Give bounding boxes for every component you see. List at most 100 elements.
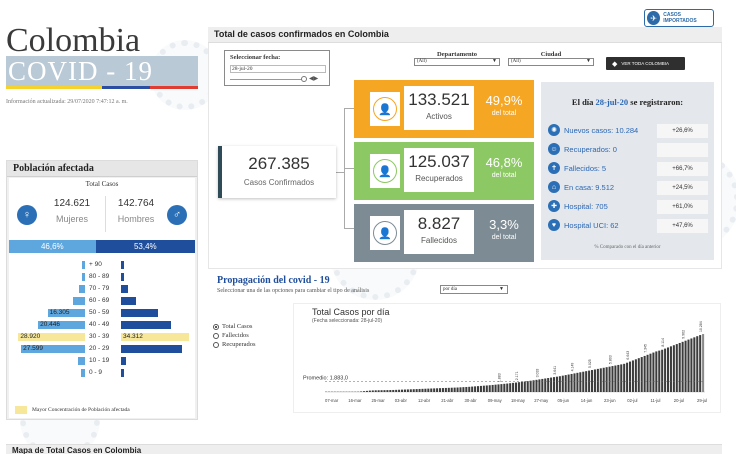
chart-bar[interactable] bbox=[570, 373, 573, 392]
chart-bar[interactable] bbox=[456, 387, 459, 392]
chart-bar[interactable] bbox=[629, 361, 632, 392]
chart-bar[interactable] bbox=[637, 358, 640, 392]
chart-bar[interactable] bbox=[602, 367, 605, 392]
chart-bar[interactable] bbox=[690, 338, 693, 392]
chart-bar[interactable] bbox=[380, 390, 383, 392]
chart-bar[interactable] bbox=[687, 339, 690, 392]
analysis-type-select[interactable]: por día ▼ bbox=[440, 285, 508, 294]
chart-bar[interactable] bbox=[667, 347, 670, 392]
chart-bar[interactable] bbox=[620, 364, 623, 392]
radio-recovered[interactable]: Recuperados bbox=[213, 340, 256, 349]
chart-bar[interactable] bbox=[465, 386, 468, 392]
chart-bar[interactable] bbox=[596, 368, 599, 392]
chart-bar[interactable] bbox=[401, 389, 404, 392]
chart-bar[interactable] bbox=[634, 359, 637, 392]
chart-bar[interactable] bbox=[582, 371, 585, 392]
chart-bar[interactable] bbox=[623, 363, 626, 392]
chart-bar[interactable] bbox=[409, 389, 412, 392]
chart-bar[interactable] bbox=[553, 377, 556, 392]
chart-bar[interactable] bbox=[649, 353, 652, 392]
radio-deceased[interactable]: Fallecidos bbox=[213, 331, 256, 340]
chart-bar[interactable] bbox=[520, 381, 523, 392]
chart-bar[interactable] bbox=[599, 368, 602, 392]
chart-bar[interactable] bbox=[491, 384, 494, 392]
chart-bar[interactable] bbox=[485, 385, 488, 392]
chart-bar[interactable] bbox=[479, 385, 482, 392]
chart-bar[interactable] bbox=[365, 390, 368, 392]
chart-bar[interactable] bbox=[529, 380, 532, 392]
chart-bar[interactable] bbox=[371, 390, 374, 392]
chart-bar[interactable] bbox=[433, 388, 436, 392]
chart-bar[interactable] bbox=[538, 379, 541, 392]
chart-bar[interactable] bbox=[494, 384, 497, 392]
chart-bar[interactable] bbox=[392, 389, 395, 392]
chart-bar[interactable] bbox=[535, 379, 538, 392]
chart-bar[interactable] bbox=[702, 334, 705, 392]
chart-bar[interactable] bbox=[368, 390, 371, 392]
chart-bar[interactable] bbox=[555, 376, 558, 392]
chart-bar[interactable] bbox=[640, 357, 643, 392]
chart-bar[interactable] bbox=[684, 340, 687, 392]
date-filter-input[interactable]: 28-jul-20 bbox=[230, 65, 326, 73]
chart-bar[interactable] bbox=[398, 389, 401, 392]
chart-bar[interactable] bbox=[415, 389, 418, 392]
chart-bar[interactable] bbox=[374, 390, 377, 392]
chart-bar[interactable] bbox=[515, 382, 518, 392]
chart-bar[interactable] bbox=[424, 388, 427, 392]
chart-bar[interactable] bbox=[468, 386, 471, 392]
chart-bar[interactable] bbox=[412, 389, 415, 392]
chart-bar[interactable] bbox=[477, 386, 480, 392]
chart-bar[interactable] bbox=[389, 390, 392, 392]
chart-bar[interactable] bbox=[430, 388, 433, 392]
chart-bar[interactable] bbox=[500, 384, 503, 392]
chart-bar[interactable] bbox=[427, 388, 430, 392]
chart-bar[interactable] bbox=[517, 382, 520, 392]
radio-button[interactable] bbox=[213, 341, 219, 348]
date-step-arrows[interactable]: ◀▶ bbox=[309, 76, 319, 82]
chart-bar[interactable] bbox=[626, 362, 629, 392]
chart-bar[interactable] bbox=[658, 350, 661, 392]
chart-bar[interactable] bbox=[421, 388, 424, 392]
chart-bar[interactable] bbox=[643, 355, 646, 392]
chart-bar[interactable] bbox=[523, 381, 526, 392]
chart-bar[interactable] bbox=[593, 369, 596, 392]
chart-bar[interactable] bbox=[576, 372, 579, 392]
date-slider-track[interactable] bbox=[230, 79, 304, 80]
chart-bar[interactable] bbox=[614, 365, 617, 392]
chart-bar[interactable] bbox=[503, 383, 506, 392]
chart-bar[interactable] bbox=[462, 387, 465, 392]
radio-button[interactable] bbox=[213, 332, 219, 339]
chart-bar[interactable] bbox=[699, 335, 702, 392]
chart-bar[interactable] bbox=[696, 336, 699, 392]
chart-bar[interactable] bbox=[631, 360, 634, 392]
chart-bar[interactable] bbox=[497, 384, 500, 392]
date-slider-handle[interactable] bbox=[301, 76, 307, 82]
chart-bar[interactable] bbox=[360, 391, 363, 392]
department-select[interactable]: (All) ▼ bbox=[414, 58, 500, 66]
chart-bar[interactable] bbox=[672, 345, 675, 392]
chart-bar[interactable] bbox=[512, 382, 515, 392]
chart-bar[interactable] bbox=[406, 389, 409, 392]
chart-bar[interactable] bbox=[532, 380, 535, 392]
radio-button[interactable] bbox=[213, 323, 219, 330]
chart-bar[interactable] bbox=[564, 375, 567, 392]
chart-bar[interactable] bbox=[459, 387, 462, 392]
radio-total-cases[interactable]: Total Casos bbox=[213, 322, 256, 331]
chart-bar[interactable] bbox=[453, 387, 456, 392]
chart-bar[interactable] bbox=[573, 373, 576, 392]
chart-bar[interactable] bbox=[675, 344, 678, 392]
chart-bar[interactable] bbox=[591, 370, 594, 392]
chart-bar[interactable] bbox=[544, 378, 547, 392]
chart-bar[interactable] bbox=[363, 391, 366, 392]
chart-bar[interactable] bbox=[471, 386, 474, 392]
chart-bar[interactable] bbox=[550, 377, 553, 392]
chart-bar[interactable] bbox=[450, 387, 453, 392]
view-all-colombia-button[interactable]: ◆ VER TODA COLOMBIA bbox=[606, 57, 685, 70]
city-select[interactable]: (All) ▼ bbox=[508, 58, 594, 66]
chart-bar[interactable] bbox=[567, 374, 570, 392]
chart-bar[interactable] bbox=[661, 349, 664, 392]
chart-bar[interactable] bbox=[608, 366, 611, 392]
chart-bar[interactable] bbox=[441, 388, 444, 392]
imported-cases-button[interactable]: ✈ CASOS IMPORTADOS bbox=[644, 9, 714, 27]
chart-bar[interactable] bbox=[652, 352, 655, 392]
